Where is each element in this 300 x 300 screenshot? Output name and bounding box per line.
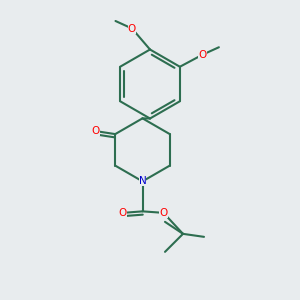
Text: O: O xyxy=(198,50,206,60)
Text: O: O xyxy=(119,208,127,218)
Text: O: O xyxy=(128,23,136,34)
Text: N: N xyxy=(139,176,146,186)
Text: O: O xyxy=(92,126,100,136)
Text: O: O xyxy=(159,208,168,218)
